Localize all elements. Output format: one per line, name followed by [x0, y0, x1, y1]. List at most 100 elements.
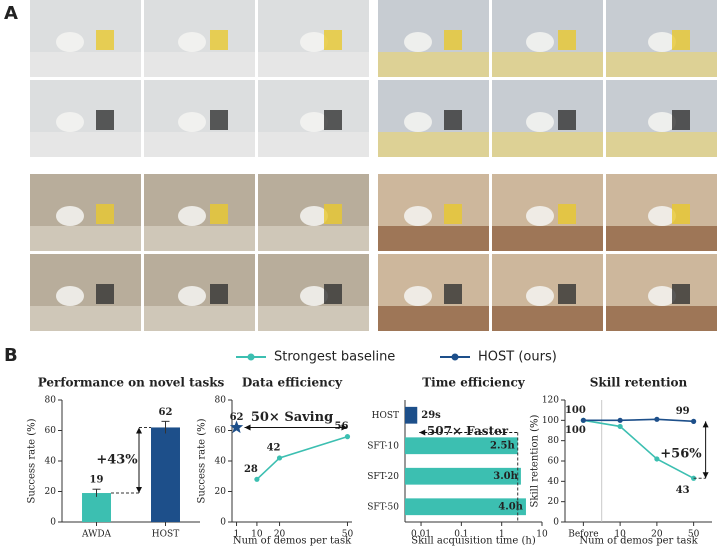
data-point	[344, 434, 351, 440]
photo-object	[526, 112, 554, 132]
photo-detail	[30, 306, 141, 331]
photo-detail	[378, 306, 489, 331]
data-point	[691, 418, 697, 424]
annotation: +56%	[660, 446, 702, 461]
y-tick-label: 0	[553, 518, 559, 528]
y-tick-label: 20	[548, 497, 560, 507]
photo-object	[648, 32, 676, 52]
photo-detail	[492, 306, 603, 331]
photo-detail	[144, 52, 255, 77]
data-label: 29s	[421, 410, 441, 421]
photo-detail	[30, 226, 141, 251]
bar	[151, 427, 180, 522]
arrow-head	[341, 424, 348, 431]
x-tick-label: 50	[688, 530, 700, 540]
data-point	[654, 456, 660, 462]
chart-title: Data efficiency	[242, 376, 343, 390]
bar	[405, 467, 521, 485]
annotation: 50× Saving	[251, 410, 333, 425]
data-point	[276, 455, 283, 461]
x-tick-label: 1	[499, 530, 505, 540]
photo-object	[210, 30, 228, 50]
photo-detail	[606, 52, 717, 77]
data-label: 19	[90, 475, 104, 486]
photo-object	[300, 112, 328, 132]
x-tick-label: HOST	[152, 530, 179, 540]
bar	[405, 406, 418, 424]
data-point	[617, 417, 623, 423]
bar	[82, 493, 111, 522]
y-tick-label: 60	[215, 426, 227, 436]
y-tick-label: 100	[542, 416, 559, 426]
x-tick-label: 10	[251, 530, 263, 540]
photo-object	[672, 110, 690, 130]
x-axis-label: Num of demos per task	[233, 536, 352, 547]
y-tick-label: 40	[45, 457, 57, 467]
photo-detail	[606, 226, 717, 251]
y-tick-label: 40	[548, 477, 560, 487]
chart-title: Time efficiency	[422, 376, 526, 390]
photo-detail	[30, 52, 141, 77]
photo-object	[404, 112, 432, 132]
photo-object	[558, 204, 576, 224]
data-label: 99	[676, 406, 690, 417]
data-point	[580, 417, 586, 423]
y-tick-label: SFT-10	[367, 441, 399, 451]
arrow-head	[136, 487, 142, 494]
photo-object	[648, 206, 676, 226]
photo-detail	[606, 132, 717, 157]
annotation: 507× Faster	[427, 424, 509, 438]
photo-object	[558, 30, 576, 50]
photo-object	[444, 30, 462, 50]
photo-object	[526, 206, 554, 226]
photo-object	[672, 204, 690, 224]
panel-label: A	[4, 3, 18, 24]
legend-label: HOST (ours)	[478, 350, 557, 365]
photo-detail	[378, 52, 489, 77]
y-tick-label: 80	[548, 436, 560, 446]
photo-detail	[606, 306, 717, 331]
photo-object	[96, 30, 114, 50]
chart-title: Performance on novel tasks	[38, 376, 225, 390]
photo-object	[56, 206, 84, 226]
photo-object	[648, 286, 676, 306]
arrow-head	[136, 427, 142, 434]
photo-detail	[258, 132, 369, 157]
x-tick-label: 20	[651, 530, 663, 540]
photo-object	[324, 284, 342, 304]
photo-object	[178, 286, 206, 306]
photo-object	[672, 284, 690, 304]
photo-object	[324, 110, 342, 130]
photo-object	[558, 284, 576, 304]
photo-detail	[378, 226, 489, 251]
data-label: 100	[565, 405, 586, 416]
photo-object	[300, 286, 328, 306]
arrow-head	[244, 424, 251, 431]
photo-object	[56, 32, 84, 52]
data-label: 100	[565, 425, 586, 436]
photo-detail	[144, 306, 255, 331]
x-tick-label: 10	[536, 530, 548, 540]
x-tick-label: Before	[568, 530, 598, 540]
y-tick-label: 80	[45, 396, 57, 406]
photo-object	[526, 32, 554, 52]
data-label: 62	[159, 407, 173, 418]
y-tick-label: 20	[215, 487, 227, 497]
photo-object	[672, 30, 690, 50]
photo-object	[404, 286, 432, 306]
photo-object	[178, 206, 206, 226]
photo-object	[404, 32, 432, 52]
legend-marker	[247, 353, 255, 361]
photo-object	[558, 110, 576, 130]
y-tick-label: 80	[215, 396, 227, 406]
bar	[405, 437, 518, 455]
arrow-head	[702, 472, 709, 479]
y-axis-label: Success rate (%)	[197, 418, 208, 503]
data-point	[229, 420, 244, 434]
photo-object	[210, 110, 228, 130]
series-line	[583, 418, 694, 423]
y-tick-label: 120	[542, 396, 559, 406]
photo-object	[324, 30, 342, 50]
x-tick-label: 0.01	[411, 530, 431, 540]
